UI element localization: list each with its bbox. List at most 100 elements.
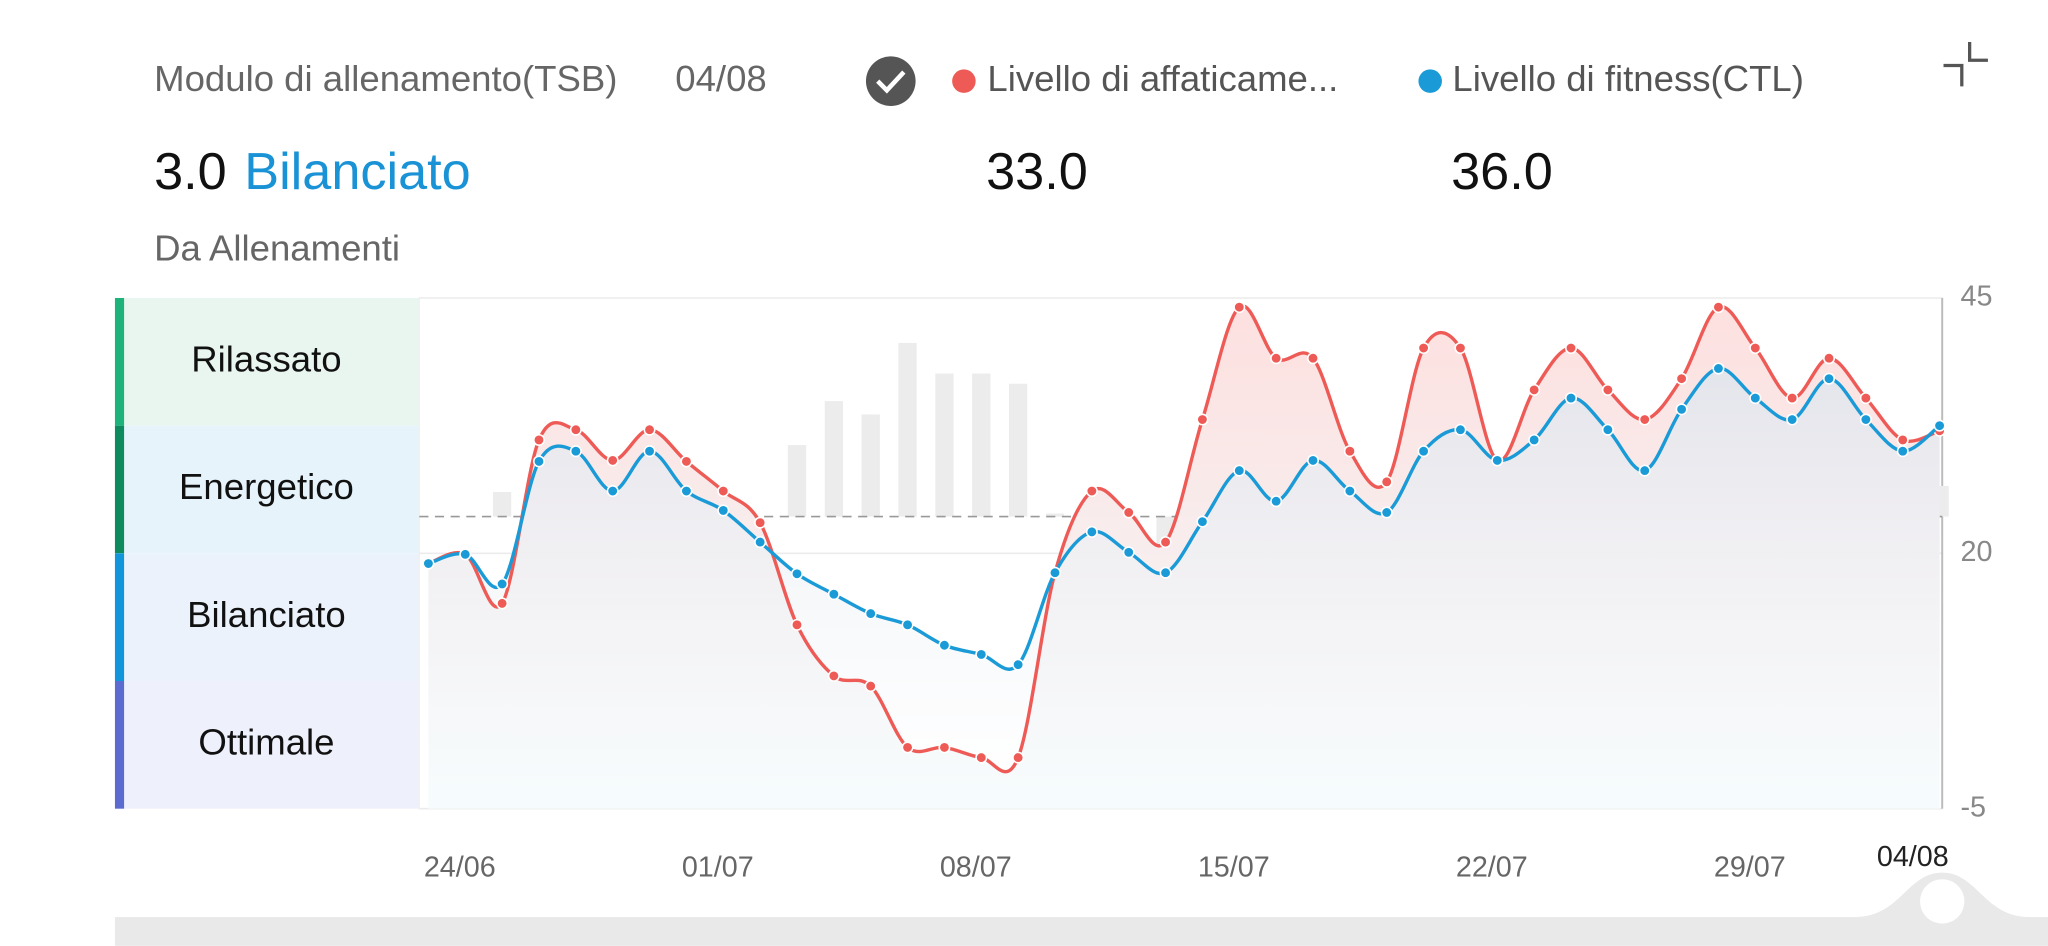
zone-stripe — [114, 553, 125, 681]
series-point — [901, 618, 914, 631]
series-point — [1085, 485, 1098, 498]
y-tick-label: 20 — [1960, 536, 1992, 568]
legend-label: Livello di fitness(CTL) — [1452, 58, 1804, 99]
series-point — [1712, 362, 1725, 375]
fitness-value: 36.0 — [1451, 143, 1553, 201]
series-point — [1786, 392, 1799, 405]
zone-label: Ottimale — [198, 721, 334, 762]
series-point — [1159, 566, 1172, 579]
series-point — [864, 680, 877, 693]
header-date: 04/08 — [675, 58, 767, 99]
tsb-status: Bilanciato — [244, 143, 471, 201]
series-point — [1528, 433, 1541, 446]
series-point — [496, 597, 509, 610]
series-point — [1306, 454, 1320, 467]
series-point — [1601, 423, 1614, 436]
series-point — [1896, 433, 1909, 446]
series-area — [428, 368, 1940, 809]
series-point — [1454, 423, 1467, 436]
zone-background — [114, 297, 420, 426]
x-tick-label: 15/07 — [1198, 851, 1270, 883]
series-point — [643, 423, 656, 436]
series-point — [1380, 475, 1393, 488]
series-point — [827, 588, 840, 601]
zone-background — [114, 681, 420, 809]
series-point — [1528, 383, 1541, 396]
series-point — [790, 567, 803, 580]
series-point — [680, 485, 693, 498]
y-tick-label: 45 — [1960, 281, 1992, 313]
series-point — [864, 607, 877, 620]
series-point — [901, 741, 914, 754]
load-bar — [1045, 513, 1065, 517]
series-point — [496, 577, 509, 590]
series-point — [1823, 352, 1836, 365]
x-tick-label: 22/07 — [1456, 851, 1528, 883]
series-point — [1233, 301, 1246, 314]
collapse-icon[interactable] — [1943, 41, 1988, 87]
series-point — [1749, 392, 1762, 405]
tsb-value: 3.0 — [154, 143, 227, 201]
series-point — [1380, 506, 1393, 519]
zone-stripe — [114, 681, 125, 809]
series-point — [1675, 372, 1688, 385]
series-point — [1823, 372, 1836, 385]
series-point — [1859, 413, 1872, 426]
series-point — [1270, 495, 1283, 508]
load-bar — [861, 414, 880, 517]
zone-label: Bilanciato — [187, 594, 346, 635]
zone-stripe — [114, 425, 125, 554]
legend-marker — [952, 69, 976, 93]
series-point — [1012, 658, 1025, 671]
series-point — [1343, 485, 1356, 498]
series-point — [532, 433, 545, 446]
series-point — [717, 485, 730, 498]
series-point — [1343, 445, 1356, 458]
series-point — [1085, 525, 1098, 538]
series-point — [1159, 536, 1172, 549]
zone-label: Rilassato — [191, 338, 341, 379]
load-bar — [935, 373, 954, 517]
slider-knob[interactable] — [1920, 879, 1965, 924]
y-tick-label: -5 — [1960, 791, 1986, 823]
series-point — [754, 516, 767, 529]
x-tick-label: 08/07 — [940, 851, 1012, 883]
series-point — [1491, 454, 1504, 467]
load-bar — [898, 342, 917, 517]
fatigue-value: 33.0 — [986, 143, 1088, 201]
zone-stripe — [114, 297, 125, 426]
series-point — [1454, 342, 1467, 355]
load-bar — [492, 492, 512, 517]
series-point — [975, 751, 988, 764]
series-point — [1306, 352, 1320, 365]
check-toggle[interactable] — [865, 56, 916, 106]
series-point — [938, 639, 951, 652]
load-bar — [824, 401, 843, 517]
series-point — [643, 445, 656, 458]
series-point — [1196, 413, 1209, 426]
x-tick-label: 04/08 — [1877, 841, 1949, 873]
series-point — [1565, 392, 1578, 405]
series-point — [1122, 506, 1135, 519]
series-point — [569, 445, 582, 458]
legend-marker — [1418, 69, 1442, 93]
subtitle: Da Allenamenti — [154, 228, 400, 269]
series-point — [1786, 413, 1799, 426]
series-point — [1012, 751, 1025, 764]
zone-label: Energetico — [179, 466, 354, 507]
load-bar — [1008, 383, 1028, 517]
series-point — [754, 536, 767, 549]
series-point — [606, 485, 619, 498]
header-title: Modulo di allenamento(TSB) — [154, 58, 617, 99]
series-point — [1122, 546, 1135, 559]
series-point — [1859, 392, 1872, 405]
series-point — [606, 454, 619, 467]
series-point — [938, 741, 951, 754]
series-point — [1196, 515, 1209, 528]
zone-background — [114, 553, 420, 681]
series-point — [680, 455, 693, 468]
x-tick-label: 01/07 — [682, 851, 754, 883]
series-point — [1638, 464, 1651, 477]
series-point — [422, 557, 435, 570]
